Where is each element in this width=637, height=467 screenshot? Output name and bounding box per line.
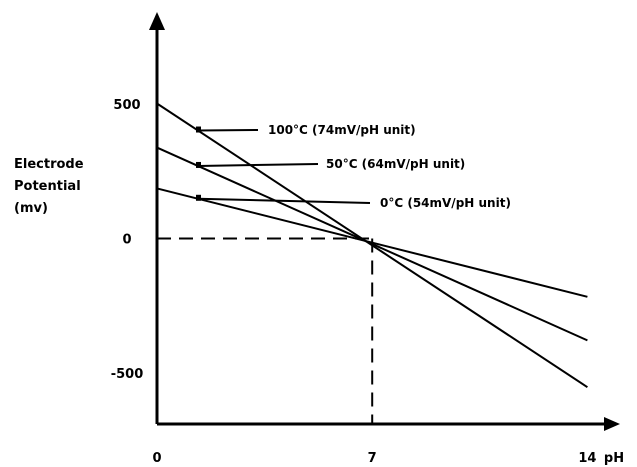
series-label-2: 50°C (64mV/pH unit)	[326, 157, 465, 171]
x-tick-label-2: 7	[368, 451, 377, 466]
y-tick-label-2: 0	[122, 232, 131, 247]
y-axis-title-line-3: (mv)	[14, 201, 48, 216]
series-label-1: 100°C (74mV/pH unit)	[268, 123, 416, 137]
series-label-3: 0°C (54mV/pH unit)	[380, 196, 511, 210]
axes	[149, 12, 620, 431]
x-axis-arrow	[604, 417, 620, 431]
y-axis-title-line-1: Electrode	[14, 157, 84, 172]
y-axis-arrow	[149, 12, 165, 30]
series-leader-3	[197, 197, 371, 204]
axis-texts: 0 7 14 500 0 -500 pH Electrode Potential (mv)	[14, 98, 624, 466]
series-line-1	[156, 102, 588, 388]
x-axis-title: pH	[604, 451, 624, 466]
y-tick-label-3: -500	[111, 367, 144, 382]
x-tick-label-3: 14	[578, 451, 596, 466]
y-tick-label-1: 500	[113, 98, 140, 113]
series-leader-tick-1	[196, 126, 201, 133]
series-annotations: 100°C (74mV/pH unit) 50°C (64mV/pH unit) 0…	[196, 123, 511, 210]
x-tick-label-1: 0	[152, 451, 161, 466]
series-leader-tick-2	[196, 161, 201, 168]
y-axis-title-line-2: Potential	[14, 179, 81, 194]
series-leader-2	[197, 163, 319, 167]
reference-guides	[157, 237, 374, 424]
series-line-3	[156, 187, 588, 298]
series-leader-1	[197, 129, 259, 132]
series-leader-tick-3	[196, 194, 201, 201]
series-line-2	[156, 146, 588, 342]
series-lines	[156, 102, 588, 388]
